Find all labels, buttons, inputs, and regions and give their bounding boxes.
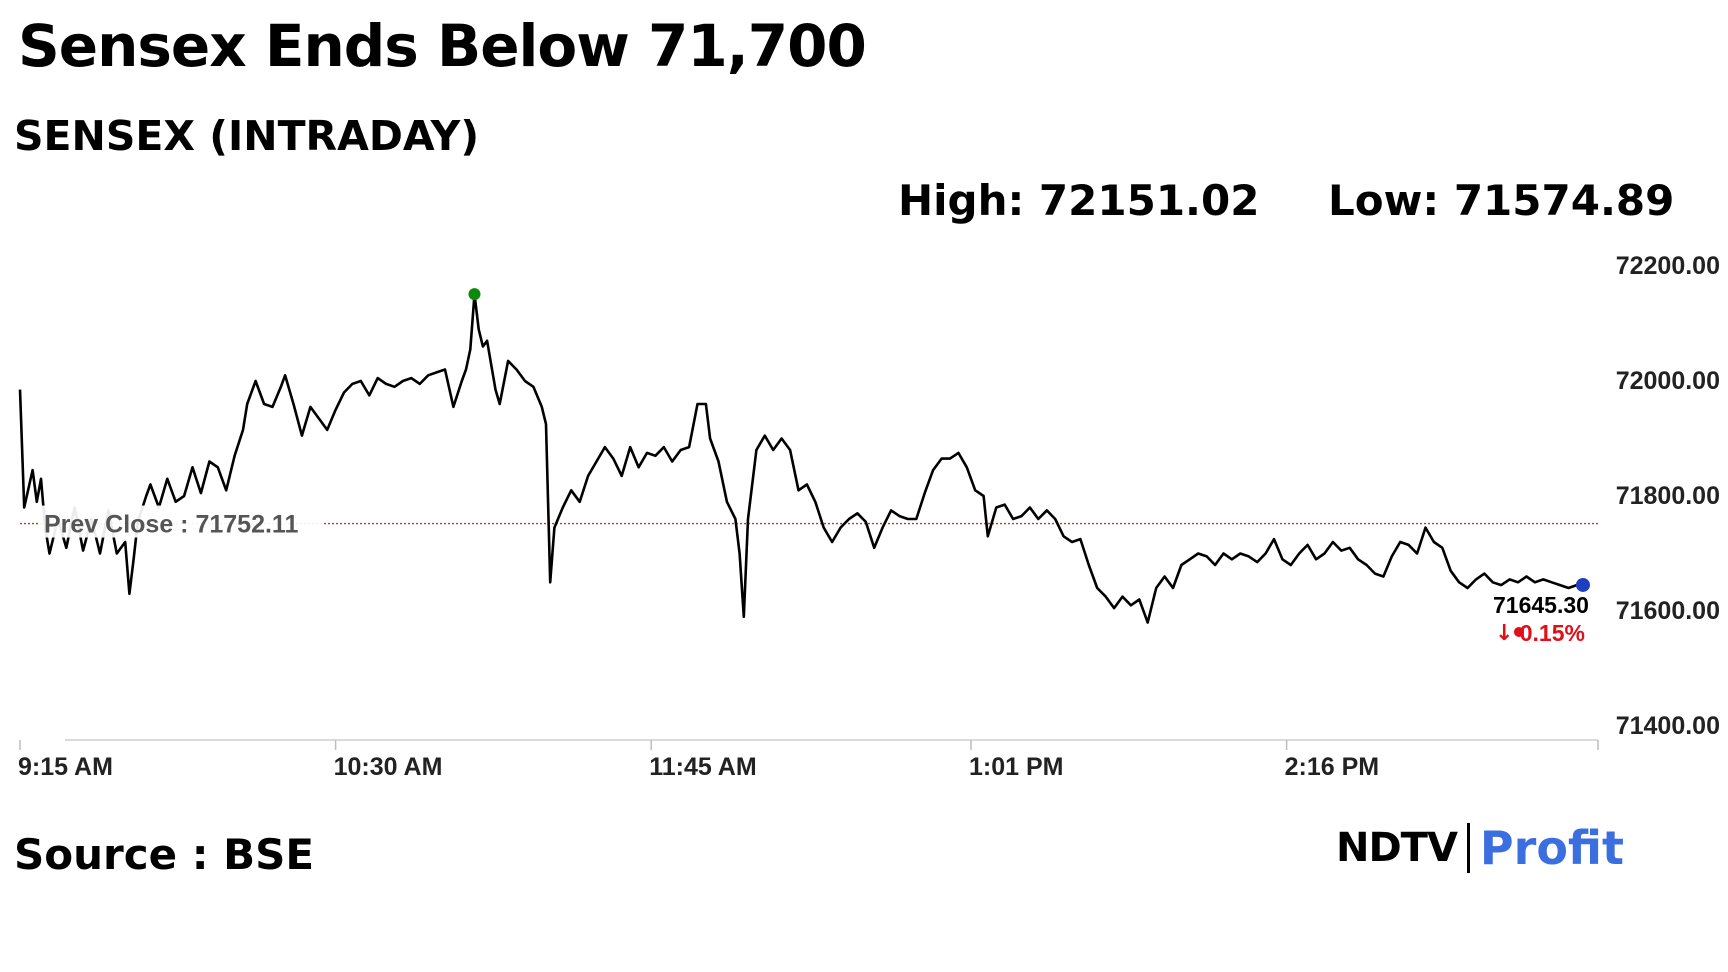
prev-close-label: Prev Close : 71752.11: [44, 511, 298, 539]
last-value-marker: [1575, 577, 1590, 592]
x-tick-label: 10:30 AM: [334, 753, 443, 781]
y-tick-label: 72000.00: [1616, 367, 1720, 395]
x-tick-label: 2:16 PM: [1285, 753, 1379, 781]
y-tick-label: 71800.00: [1616, 482, 1720, 510]
source-credit: Source : BSE: [14, 830, 315, 879]
x-tick-label: 9:15 AM: [18, 753, 113, 781]
x-tick-label: 11:45 AM: [649, 753, 756, 781]
logo-profit-text: Profit: [1479, 821, 1625, 875]
x-tick-label: 1:01 PM: [969, 753, 1063, 781]
ndtv-profit-logo: NDTV Profit: [1336, 818, 1624, 878]
change-down-arrow-icon: ↓: [1495, 621, 1513, 646]
logo-divider: [1466, 823, 1470, 873]
headline: Sensex Ends Below 71,700: [18, 12, 867, 80]
prev-close-label-bg: [38, 505, 324, 538]
day-high-stat: High: 72151.02: [898, 176, 1260, 225]
sensex-series-line: [18, 292, 1578, 624]
y-tick-label: 72200.00: [1616, 252, 1720, 280]
day-high-marker: [468, 288, 481, 301]
y-tick-label: 71600.00: [1616, 597, 1720, 625]
intraday-line-chart: 9:15 AM 10:30 AM 11:45 AM 1:01 PM 2:16 PM 722…: [18, 252, 1720, 781]
chart-subtitle: SENSEX (INTRADAY): [14, 112, 480, 160]
logo-ndtv-text: NDTV: [1336, 825, 1458, 871]
last-value-label: 71645.30: [1493, 592, 1589, 618]
day-low-stat: Low: 71574.89: [1328, 176, 1675, 225]
chart-plot-area: 9:15 AM 10:30 AM 11:45 AM 1:01 PM 2:16 PM 722…: [18, 252, 1720, 781]
change-dot-icon: [1513, 626, 1524, 637]
change-percent-label: 0.15%: [1520, 620, 1585, 646]
y-tick-label: 71400.00: [1616, 712, 1720, 740]
